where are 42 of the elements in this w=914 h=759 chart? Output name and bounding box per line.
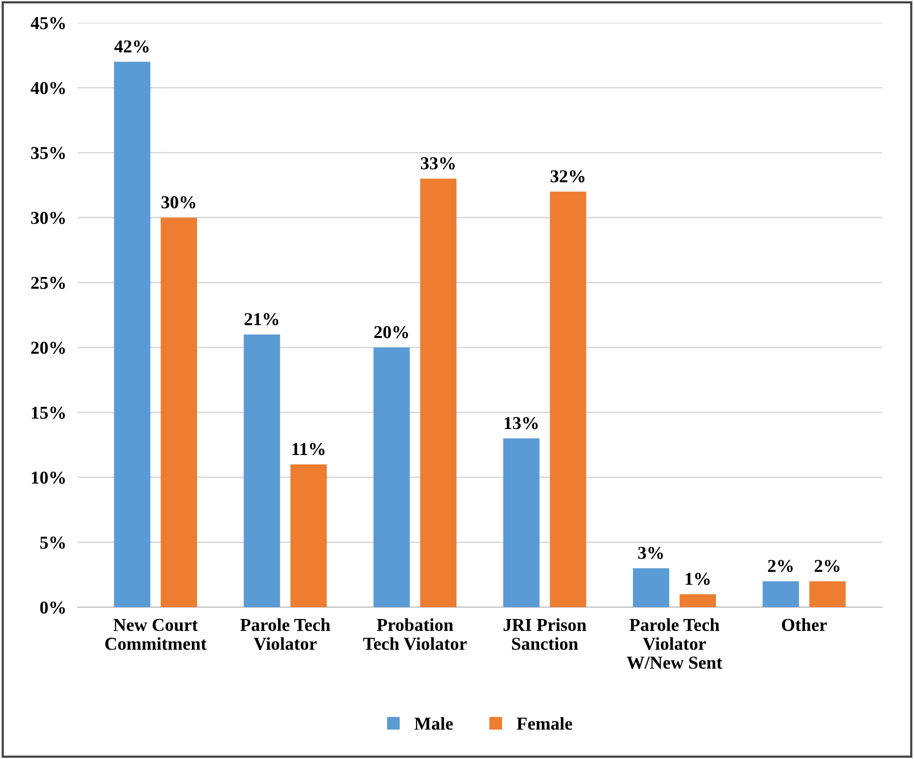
x-tick-label: Other [782,618,827,632]
x-tick-label: New Court Commitment [105,618,207,650]
legend-label: Female [516,717,572,730]
bar [290,464,327,608]
bar [420,178,456,608]
bar [632,568,670,608]
y-tick-label: 15% [32,406,65,419]
x-tick-label: Parole Tech Violator [240,618,330,650]
bar [680,594,716,608]
bar [809,581,846,608]
data-label: 33% [420,157,455,170]
x-tick-label: Probation Tech Violator [363,618,467,650]
data-label: 20% [374,326,408,338]
data-label: 3% [638,546,663,560]
y-tick-label: 40% [30,82,65,94]
y-tick-label: 10% [32,472,65,484]
bar [114,62,150,608]
y-tick-label: 35% [31,146,65,160]
bar [373,347,410,608]
data-label: 42% [114,40,149,53]
data-label: 32% [550,170,584,182]
data-label: 2% [768,560,793,572]
y-tick-label: 25% [31,276,65,290]
y-tick-label: 30% [31,212,65,224]
data-label: 2% [814,560,840,572]
y-tick-label: 20% [31,342,65,354]
x-tick-label: JRI Prison Sanction [504,618,586,650]
y-tick-label: 45% [30,17,65,30]
bar [762,581,799,608]
data-label: 21% [244,313,278,326]
x-tick-label: Parole Tech Violator W/New Sent [626,618,722,669]
bar [503,438,540,608]
bar [244,334,280,608]
y-tick-label: 0% [40,601,65,614]
bar [550,192,586,608]
legend-label: Male [414,717,453,730]
data-label: 13% [504,416,538,430]
data-label: 11% [292,442,324,456]
data-label: 30% [162,196,196,208]
y-tick-label: 5% [40,536,65,549]
data-label: 1% [686,572,710,586]
bar [160,218,198,608]
